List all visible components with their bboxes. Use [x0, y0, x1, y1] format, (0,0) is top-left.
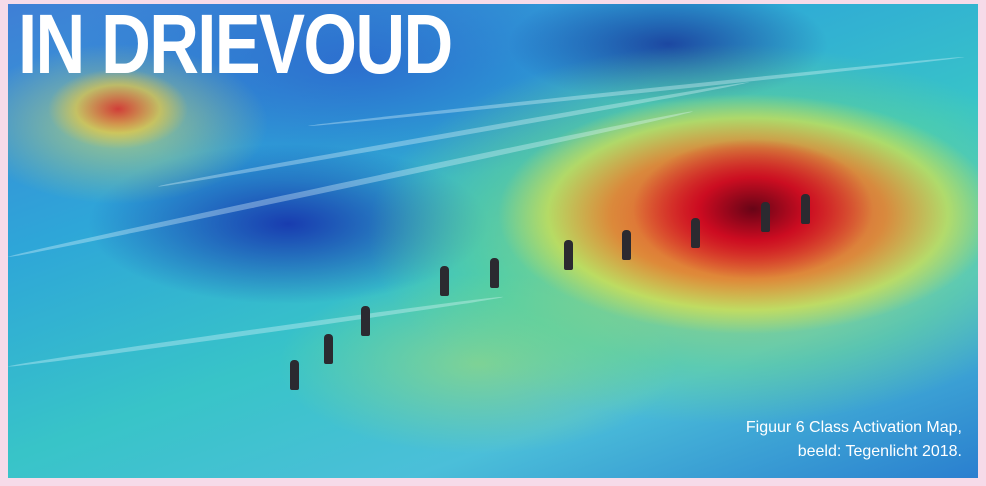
heatmap-photo [8, 4, 978, 478]
hiker [290, 360, 299, 390]
caption: Figuur 6 Class Activation Map, beeld: Te… [746, 416, 962, 464]
hiker [324, 334, 333, 364]
caption-line: beeld: Tegenlicht 2018. [797, 443, 962, 460]
caption-line: Figuur 6 Class Activation Map, [745, 419, 962, 436]
hiker [490, 258, 499, 288]
hiker [361, 306, 370, 336]
hiker [440, 266, 449, 296]
ridge [8, 108, 694, 260]
hiker [761, 202, 770, 232]
ridge [157, 79, 750, 189]
hiker [691, 218, 700, 248]
hiker [564, 240, 573, 270]
title: IN DRIEVOUD [18, 0, 453, 91]
hiker [622, 230, 631, 260]
ridge [8, 294, 504, 369]
hiker [801, 194, 810, 224]
